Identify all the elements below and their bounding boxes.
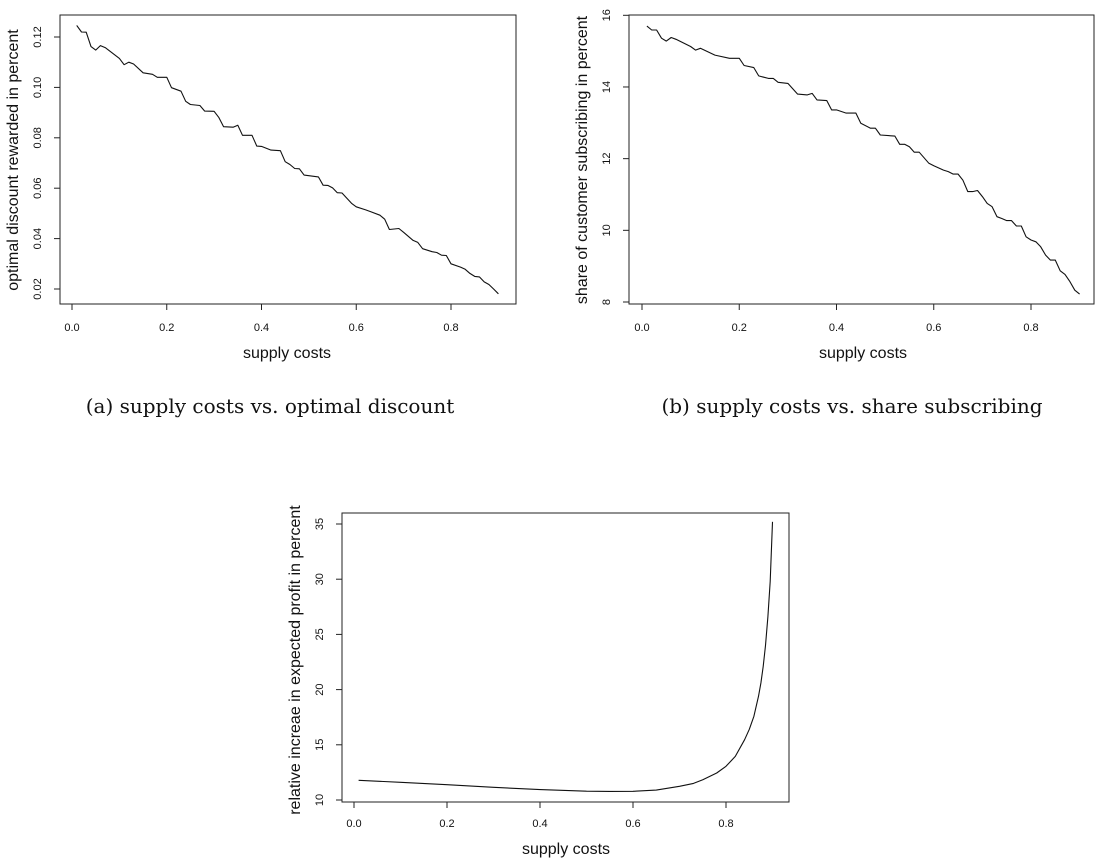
- series-line: [76, 25, 499, 295]
- y-tick-label: 10: [314, 794, 326, 806]
- y-tick-label: 0.10: [32, 77, 44, 98]
- x-tick-label: 0.6: [926, 322, 941, 334]
- y-tick-label: 12: [601, 153, 613, 165]
- chart-panel-a: 0.0 0.2 0.4 0.6 0.8 0.02 0.04 0.06 0.08 0.10 0.12 s…: [5, 14, 517, 362]
- caption-b: (b) supply costs vs. share subscribing: [661, 394, 1043, 418]
- y-tick-label: 0.04: [32, 228, 44, 249]
- x-tick-label: 0.2: [732, 322, 747, 334]
- y-tick-label: 16: [601, 9, 613, 21]
- series-line: [358, 521, 774, 792]
- y-axis-label: optimal discount rewarded in percent: [5, 29, 22, 291]
- y-tick-label: 15: [314, 739, 326, 751]
- x-tick-label: 0.0: [346, 818, 361, 830]
- y-tick-label: 8: [601, 299, 613, 305]
- y-tick-label: 10: [601, 224, 613, 236]
- caption-a: (a) supply costs vs. optimal discount: [85, 394, 455, 418]
- x-tick-label: 0.8: [1023, 322, 1038, 334]
- y-tick-label: 0.08: [32, 127, 44, 148]
- y-tick-label: 30: [314, 573, 326, 585]
- x-tick-label: 0.8: [718, 818, 733, 830]
- x-tick-label: 0.0: [64, 322, 79, 334]
- series-line: [646, 25, 1080, 295]
- plot-frame: [59, 14, 517, 305]
- x-tick-label: 0.8: [443, 322, 458, 334]
- x-tick-label: 0.2: [159, 322, 174, 334]
- chart-panel-b: 0.0 0.2 0.4 0.6 0.8 8 10 12 14 16 supply costs shar…: [574, 9, 1095, 362]
- y-tick-label: 14: [601, 81, 613, 93]
- plot-frame: [341, 512, 790, 803]
- y-tick-label: 0.12: [32, 26, 44, 47]
- y-axis-label: relative increae in expected profit in p…: [287, 505, 304, 815]
- x-tick-label: 0.6: [349, 322, 364, 334]
- y-axis-label: share of customer subscribing in percent: [574, 15, 591, 304]
- y-tick-label: 25: [314, 628, 326, 640]
- chart-panel-c: 0.0 0.2 0.4 0.6 0.8 10 15 20 25 30 35 supply costs r…: [287, 505, 790, 858]
- y-tick-label: 0.02: [32, 278, 44, 299]
- plot-frame: [628, 14, 1095, 305]
- y-tick-label: 0.06: [32, 177, 44, 198]
- x-tick-label: 0.4: [829, 322, 844, 334]
- x-tick-label: 0.6: [625, 818, 640, 830]
- y-tick-label: 35: [314, 518, 326, 530]
- x-tick-label: 0.4: [532, 818, 547, 830]
- x-tick-label: 0.0: [634, 322, 649, 334]
- x-tick-label: 0.2: [439, 818, 454, 830]
- x-tick-label: 0.4: [254, 322, 269, 334]
- x-axis-label: supply costs: [243, 345, 331, 362]
- y-tick-label: 20: [314, 683, 326, 695]
- x-axis-label: supply costs: [522, 841, 610, 858]
- x-axis-label: supply costs: [819, 345, 907, 362]
